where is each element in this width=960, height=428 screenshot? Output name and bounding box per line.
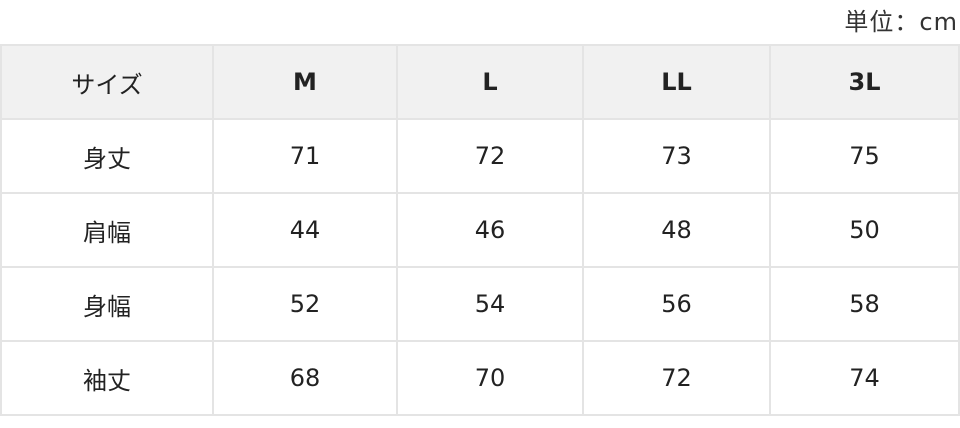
- table-cell: 74: [769, 340, 960, 416]
- table-cell: 58: [769, 266, 960, 342]
- table-row: 肩幅 44 46 48 50: [0, 192, 960, 268]
- table-cell: 46: [396, 192, 584, 268]
- table-cell: 72: [396, 118, 584, 194]
- table-cell: 75: [769, 118, 960, 194]
- row-label: 袖丈: [0, 340, 214, 416]
- header-row: サイズ M L LL 3L: [0, 44, 960, 120]
- table-cell: 73: [582, 118, 771, 194]
- size-table: サイズ M L LL 3L 身丈 71 72 73 75 肩幅 44 46 48 50 身幅 52 54…: [0, 44, 960, 416]
- table-cell: 52: [212, 266, 398, 342]
- table-cell: 50: [769, 192, 960, 268]
- table-cell: 54: [396, 266, 584, 342]
- table-cell: 68: [212, 340, 398, 416]
- header-l: L: [396, 44, 584, 120]
- table-cell: 71: [212, 118, 398, 194]
- table-cell: 44: [212, 192, 398, 268]
- table-row: 身幅 52 54 56 58: [0, 266, 960, 342]
- table-row: 身丈 71 72 73 75: [0, 118, 960, 194]
- table-cell: 70: [396, 340, 584, 416]
- table-cell: 56: [582, 266, 771, 342]
- table-cell: 48: [582, 192, 771, 268]
- header-size: サイズ: [0, 44, 214, 120]
- header-3l: 3L: [769, 44, 960, 120]
- header-ll: LL: [582, 44, 771, 120]
- header-m: M: [212, 44, 398, 120]
- row-label: 肩幅: [0, 192, 214, 268]
- unit-label: 単位：cm: [844, 8, 958, 36]
- table-cell: 72: [582, 340, 771, 416]
- table-row: 袖丈 68 70 72 74: [0, 340, 960, 416]
- row-label: 身幅: [0, 266, 214, 342]
- row-label: 身丈: [0, 118, 214, 194]
